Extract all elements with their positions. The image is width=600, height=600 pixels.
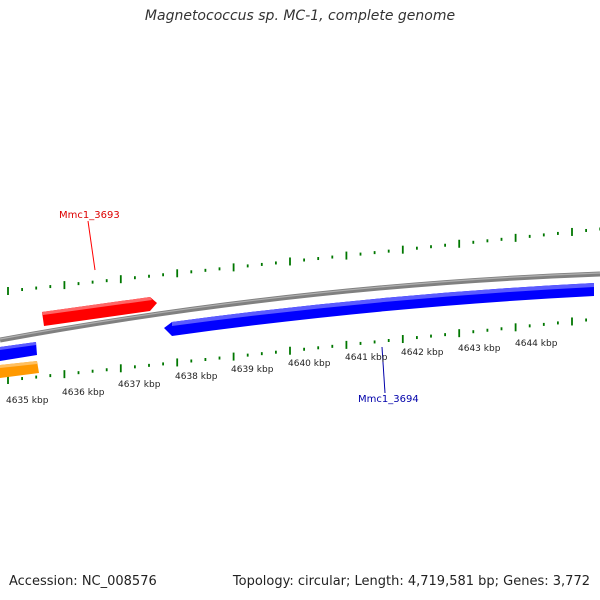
scale-label-4638: 4638 kbp: [175, 372, 218, 382]
gene-label-mmc1-3693[interactable]: Mmc1_3693: [59, 210, 120, 221]
scale-label-4637: 4637 kbp: [118, 380, 161, 390]
feature-left-orange-highlight: [0, 361, 37, 368]
genome-backbone-highlight: [0, 272, 600, 340]
genome-backbone: [0, 271, 600, 343]
genome-summary-text: Topology: circular; Length: 4,719,581 bp…: [232, 574, 590, 589]
label-leader-mmc1-3694: [381, 346, 386, 394]
forward-strand-ticks: [7, 227, 600, 295]
reverse-strand-ticks: [7, 317, 587, 384]
scale-label-4640: 4640 kbp: [288, 359, 331, 369]
gene-label-mmc1-3694[interactable]: Mmc1_3694: [358, 394, 419, 405]
gene-mmc1-3694-highlight: [172, 283, 594, 326]
scale-label-4639: 4639 kbp: [231, 365, 274, 375]
gene-left-reverse-highlight: [0, 342, 36, 350]
label-leader-mmc1-3693: [87, 220, 96, 271]
scale-label-4643: 4643 kbp: [458, 344, 501, 354]
scale-label-4636: 4636 kbp: [62, 388, 105, 398]
accession-text: Accession: NC_008576: [9, 574, 157, 589]
scale-label-4644: 4644 kbp: [515, 339, 558, 349]
gene-mmc1-3693-highlight: [42, 297, 152, 315]
gene-mmc1-3693[interactable]: [42, 297, 157, 326]
scale-label-4642: 4642 kbp: [401, 348, 444, 358]
scale-label-4641: 4641 kbp: [345, 353, 388, 363]
gene-mmc1-3694[interactable]: [164, 283, 594, 336]
scale-label-4635: 4635 kbp: [6, 396, 49, 406]
genome-title: Magnetococcus sp. MC-1, complete genome: [144, 8, 456, 24]
